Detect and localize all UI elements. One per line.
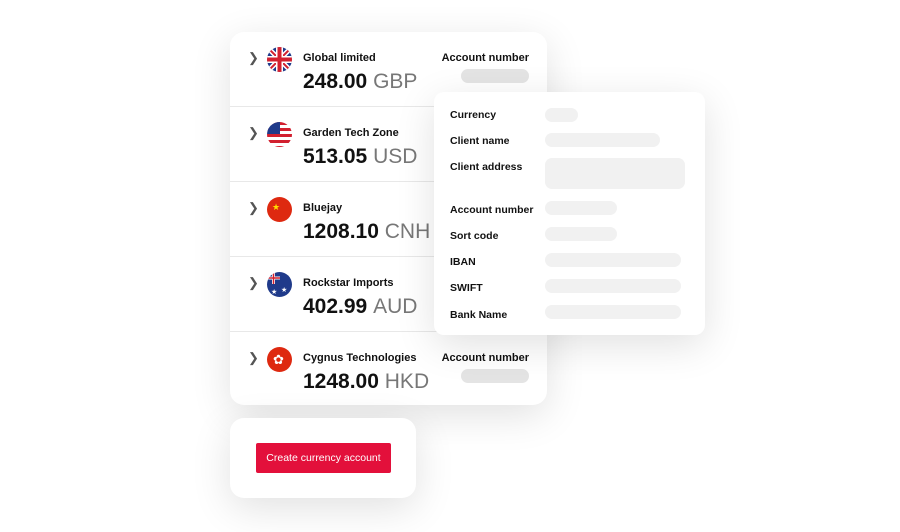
amount: 402.99 xyxy=(303,295,368,318)
client-name-label: Client name xyxy=(450,135,510,147)
australia-flag-icon: ★ ★ xyxy=(267,272,292,297)
account-balance: 248.00 GBP xyxy=(303,70,417,94)
sort-code-label: Sort code xyxy=(450,230,499,242)
currency: GBP xyxy=(373,70,418,93)
amount: 1208.10 xyxy=(303,220,379,243)
account-balance: 402.99 AUD xyxy=(303,295,417,319)
account-name: Cygnus Technologies xyxy=(303,352,417,364)
currency: USD xyxy=(373,145,418,168)
iban-placeholder xyxy=(545,253,681,267)
svg-text:★: ★ xyxy=(272,202,280,212)
iban-label: IBAN xyxy=(450,256,476,268)
svg-text:✿: ✿ xyxy=(273,352,284,367)
account-row[interactable]: ❯ ★ ★ Rockstar Imports 402.99 AUD xyxy=(230,257,547,332)
svg-text:★: ★ xyxy=(271,288,277,296)
account-balance: 1248.00 HKD xyxy=(303,370,429,394)
currency: HKD xyxy=(384,370,430,393)
amount: 513.05 xyxy=(303,145,368,168)
divider xyxy=(230,181,547,182)
client-name-placeholder xyxy=(545,133,660,147)
account-number-placeholder xyxy=(545,201,617,215)
account-number-placeholder xyxy=(461,369,529,383)
hong-kong-flag-icon: ✿ xyxy=(267,347,292,372)
account-balance: 1208.10 CNH xyxy=(303,220,430,244)
account-details-card: Currency Client name Client address Acco… xyxy=(434,92,705,335)
account-row[interactable]: ❯ Garden Tech Zone 513.05 USD xyxy=(230,107,547,182)
create-currency-account-button[interactable]: Create currency account xyxy=(256,443,391,473)
account-name: Rockstar Imports xyxy=(303,277,394,289)
svg-text:★: ★ xyxy=(281,286,287,294)
currency-label: Currency xyxy=(450,109,497,121)
account-number-label: Account number xyxy=(441,52,529,64)
client-address-label: Client address xyxy=(450,161,523,173)
swift-placeholder xyxy=(545,279,681,293)
account-balance: 513.05 USD xyxy=(303,145,417,169)
divider xyxy=(230,106,547,107)
account-number-label: Account number xyxy=(441,352,529,364)
divider xyxy=(230,256,547,257)
chevron-right-icon[interactable]: ❯ xyxy=(248,50,259,65)
amount: 248.00 xyxy=(303,70,368,93)
divider xyxy=(230,331,547,332)
currency-placeholder xyxy=(545,108,578,122)
chevron-right-icon[interactable]: ❯ xyxy=(248,200,259,215)
currency: AUD xyxy=(373,295,418,318)
account-number-placeholder xyxy=(461,69,529,83)
amount: 1248.00 xyxy=(303,370,379,393)
sort-code-placeholder xyxy=(545,227,617,241)
uk-flag-icon xyxy=(267,47,292,72)
create-account-card: Create currency account xyxy=(230,418,416,498)
swift-label: SWIFT xyxy=(450,282,483,294)
account-name: Global limited xyxy=(303,52,376,64)
chevron-right-icon[interactable]: ❯ xyxy=(248,125,259,140)
bank-name-placeholder xyxy=(545,305,681,319)
us-flag-icon xyxy=(267,122,292,147)
account-row[interactable]: ❯ ★ Bluejay 1208.10 CNH xyxy=(230,182,547,257)
account-name: Bluejay xyxy=(303,202,343,214)
account-row[interactable]: ❯ Global limited 248.00 GBP Account numb… xyxy=(230,32,547,107)
account-number-label: Account number xyxy=(450,204,534,216)
bank-name-label: Bank Name xyxy=(450,309,508,321)
currency: CNH xyxy=(384,220,431,243)
account-row[interactable]: ❯ ✿ Cygnus Technologies 1248.00 HKD Acco… xyxy=(230,332,547,407)
chevron-right-icon[interactable]: ❯ xyxy=(248,350,259,365)
account-name: Garden Tech Zone xyxy=(303,127,399,139)
chevron-right-icon[interactable]: ❯ xyxy=(248,275,259,290)
client-address-placeholder xyxy=(545,158,685,189)
china-flag-icon: ★ xyxy=(267,197,292,222)
